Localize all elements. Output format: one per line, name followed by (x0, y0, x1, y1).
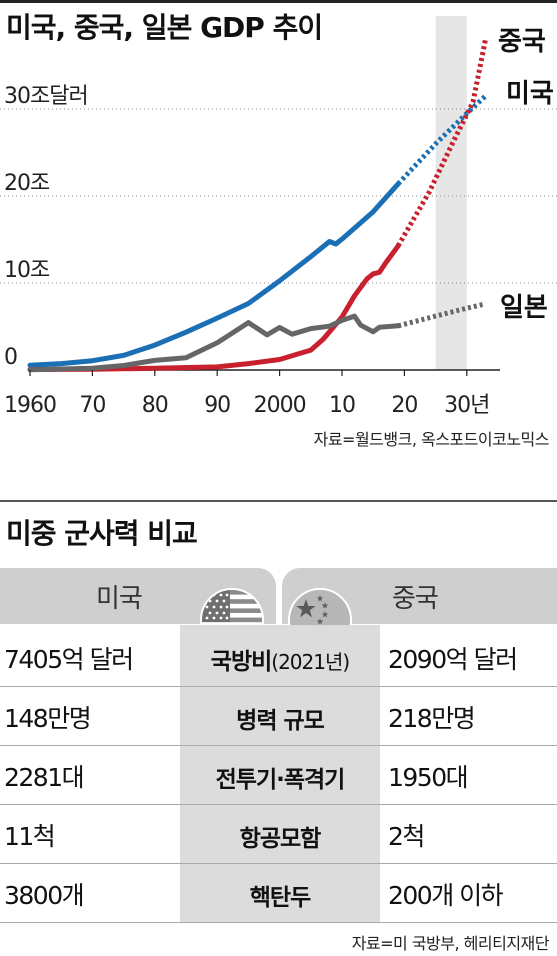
table-row-aircraft: 2281대 전투기·폭격기 1950대 (0, 746, 557, 805)
metric-name: 국방비 (210, 649, 272, 675)
x-tick-label: 80 (142, 393, 168, 418)
china-value: 1950대 (388, 763, 469, 792)
japan-gdp-projection (397, 301, 487, 329)
metric-note: (2021년) (271, 650, 350, 674)
y-tick-label: 30조달러 (4, 84, 88, 109)
top-rule (0, 0, 557, 3)
table-source: 자료=미 국방부, 헤리티지재단 (351, 934, 550, 953)
us-value: 148만명 (4, 704, 92, 733)
table-row-defense-budget: 7405억 달러 국방비(2021년) 2090억 달러 (0, 628, 557, 687)
metric-label: 핵탄두 (249, 885, 311, 911)
metric-label: 국방비(2021년) (180, 642, 380, 676)
x-tick-label: 70 (79, 393, 105, 418)
japan-gdp-line (27, 313, 401, 373)
y-tick-label: 0 (4, 345, 17, 370)
row-divider (0, 804, 557, 805)
x-tick-label: 10 (329, 393, 355, 418)
china-series-label: 중국 (498, 27, 546, 57)
section-divider (0, 500, 557, 502)
us-column-header: 미국 (0, 568, 276, 652)
japan-series-label: 일본 (500, 293, 548, 323)
x-tick-label: 2000 (254, 393, 306, 418)
china-value: 200개 이하 (388, 881, 504, 910)
x-tick-label: 1960 (4, 393, 56, 418)
china-column-header: 중국 (282, 568, 557, 652)
chart-source: 자료=월드뱅크, 옥스포드이코노믹스 (313, 430, 550, 449)
china-gdp-line (27, 243, 401, 372)
x-tick-label: 30년 (444, 393, 489, 418)
table-row-carriers: 11척 항공모함 2척 (0, 805, 557, 864)
x-tick-label: 20 (391, 393, 417, 418)
row-divider (0, 686, 557, 687)
metric-label: 항공모함 (239, 826, 322, 852)
us-value: 2281대 (4, 763, 85, 792)
china-value: 218만명 (388, 704, 476, 733)
china-header-label: 중국 (392, 584, 439, 614)
table-row-troops: 148만명 병력 규모 218만명 (0, 687, 557, 746)
china-value: 2090억 달러 (388, 645, 518, 674)
us-value: 7405억 달러 (4, 645, 134, 674)
china-gdp-projection (396, 38, 488, 248)
us-value: 3800개 (4, 881, 85, 910)
y-tick-label: 20조 (4, 171, 50, 196)
row-divider (0, 863, 557, 864)
row-divider (0, 922, 557, 923)
table-title: 미중 군사력 비교 (6, 517, 198, 550)
y-tick-label: 10조 (4, 258, 50, 283)
metric-column-band (180, 625, 380, 923)
china-value: 2척 (388, 822, 425, 851)
us-gdp-line (27, 181, 401, 368)
us-value: 11척 (4, 822, 56, 851)
chart-title: 미국, 중국, 일본 GDP 추이 (6, 11, 323, 44)
metric-label: 전투기·폭격기 (215, 767, 346, 793)
row-divider (0, 745, 557, 746)
table-row-warheads: 3800개 핵탄두 200개 이하 (0, 864, 557, 923)
us-header-label: 미국 (96, 584, 143, 614)
us-series-label: 미국 (506, 79, 554, 109)
x-tick-label: 90 (204, 393, 230, 418)
metric-label: 병력 규모 (236, 708, 325, 734)
